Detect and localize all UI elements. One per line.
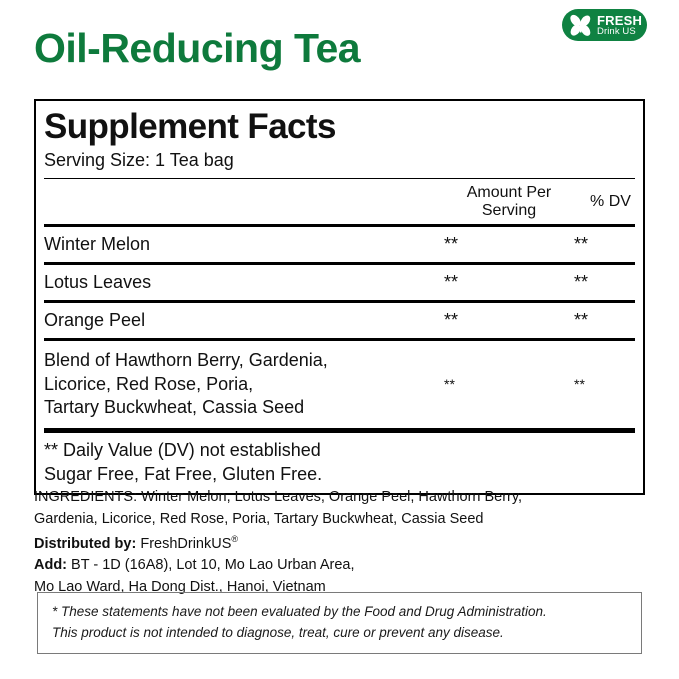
- registered-trademark-icon: ®: [231, 533, 239, 544]
- supplement-facts-rows: Lotus Leaves ** **: [44, 265, 647, 300]
- ingredients-line-2: Gardenia, Licorice, Red Rose, Poria, Tar…: [34, 510, 484, 527]
- distributed-by-value: FreshDrinkUS: [140, 535, 232, 552]
- divider-after-serving-size: [44, 177, 635, 179]
- blend-dv-value: **: [574, 376, 585, 393]
- disclaimer-line-1: * These statements have not been evaluat…: [52, 604, 547, 619]
- distributed-by-label: Distributed by:: [34, 535, 137, 552]
- ingredients-text: INGREDIENTS: Winter Melon, Lotus Leaves,…: [34, 487, 645, 531]
- supplement-facts-panel: Supplement Facts Serving Size: 1 Tea bag…: [34, 99, 647, 496]
- page-title: Oil-Reducing Tea: [34, 25, 361, 71]
- table-header-row: Amount Per Serving % DV: [44, 179, 647, 224]
- supplement-facts-rows: Winter Melon ** **: [44, 227, 647, 262]
- blend-ingredient-name: Blend of Hawthorn Berry, Gardenia, Licor…: [44, 341, 444, 429]
- column-header-amount: Amount Per Serving: [466, 183, 552, 219]
- divider-below-column-headers: [44, 223, 635, 227]
- row-amount-value: **: [444, 233, 459, 254]
- row-ingredient-name: Orange Peel: [44, 309, 146, 330]
- divider-row-2: [44, 299, 635, 303]
- brand-badge: FRESH Drink US: [562, 9, 647, 41]
- brand-name-primary: FRESH: [597, 12, 643, 28]
- table-row: Winter Melon ** **: [44, 227, 647, 262]
- divider-above-footnote: [44, 428, 635, 434]
- brand-name-secondary: Drink US: [597, 25, 636, 37]
- column-header-name: [44, 179, 444, 224]
- supplement-facts-title: Supplement Facts: [44, 107, 336, 146]
- fda-disclaimer-box: * These statements have not been evaluat…: [37, 592, 642, 655]
- address-line-1: BT - 1D (16A8), Lot 10, Mo Lao Urban Are…: [71, 557, 355, 574]
- footnote-block: ** Daily Value (DV) not established Suga…: [44, 433, 635, 489]
- blend-line-3: Tartary Buckwheat, Cassia Seed: [44, 397, 305, 418]
- ingredients-line-1: INGREDIENTS: Winter Melon, Lotus Leaves,…: [34, 489, 523, 505]
- serving-size-text: Serving Size: 1 Tea bag: [44, 150, 234, 171]
- supplement-facts-rows: Orange Peel ** **: [44, 303, 647, 338]
- address-label: Add:: [34, 557, 68, 574]
- address-text: Add: BT - 1D (16A8), Lot 10, Mo Lao Urba…: [34, 555, 645, 599]
- footnote-free-claims: Sugar Free, Fat Free, Gluten Free.: [44, 464, 323, 485]
- blend-line-2: Licorice, Red Rose, Poria,: [44, 373, 254, 394]
- row-ingredient-name: Lotus Leaves: [44, 271, 152, 292]
- disclaimer-line-2: This product is not intended to diagnose…: [52, 624, 504, 640]
- row-amount-value: **: [444, 309, 459, 330]
- product-details: INGREDIENTS: Winter Melon, Lotus Leaves,…: [34, 487, 645, 599]
- divider-row-1: [44, 261, 635, 265]
- row-ingredient-name: Winter Melon: [44, 233, 151, 254]
- supplement-facts-table: Amount Per Serving % DV: [44, 179, 647, 224]
- leaf-icon: [570, 14, 591, 36]
- footnote-daily-value: ** Daily Value (DV) not established: [44, 440, 321, 461]
- column-header-dv: % DV: [590, 192, 631, 210]
- brand-name: FRESH Drink US: [597, 12, 643, 37]
- row-dv-value: **: [574, 271, 589, 292]
- address-line-2: Mo Lao Ward, Ha Dong Dist., Hanoi, Vietn…: [34, 578, 326, 595]
- page-header: Oil-Reducing Tea FRESH Drink US: [0, 0, 679, 96]
- table-row: Orange Peel ** **: [44, 303, 647, 338]
- supplement-facts-blend: Blend of Hawthorn Berry, Gardenia, Licor…: [44, 341, 647, 429]
- row-dv-value: **: [574, 309, 589, 330]
- blend-amount-value: **: [444, 376, 455, 393]
- row-amount-value: **: [444, 271, 459, 292]
- table-row-blend: Blend of Hawthorn Berry, Gardenia, Licor…: [44, 341, 647, 429]
- distributed-by-text: Distributed by: FreshDrinkUS®: [34, 533, 645, 556]
- table-row: Lotus Leaves ** **: [44, 265, 647, 300]
- blend-line-1: Blend of Hawthorn Berry, Gardenia,: [44, 349, 328, 370]
- divider-row-3: [44, 337, 635, 341]
- row-dv-value: **: [574, 233, 589, 254]
